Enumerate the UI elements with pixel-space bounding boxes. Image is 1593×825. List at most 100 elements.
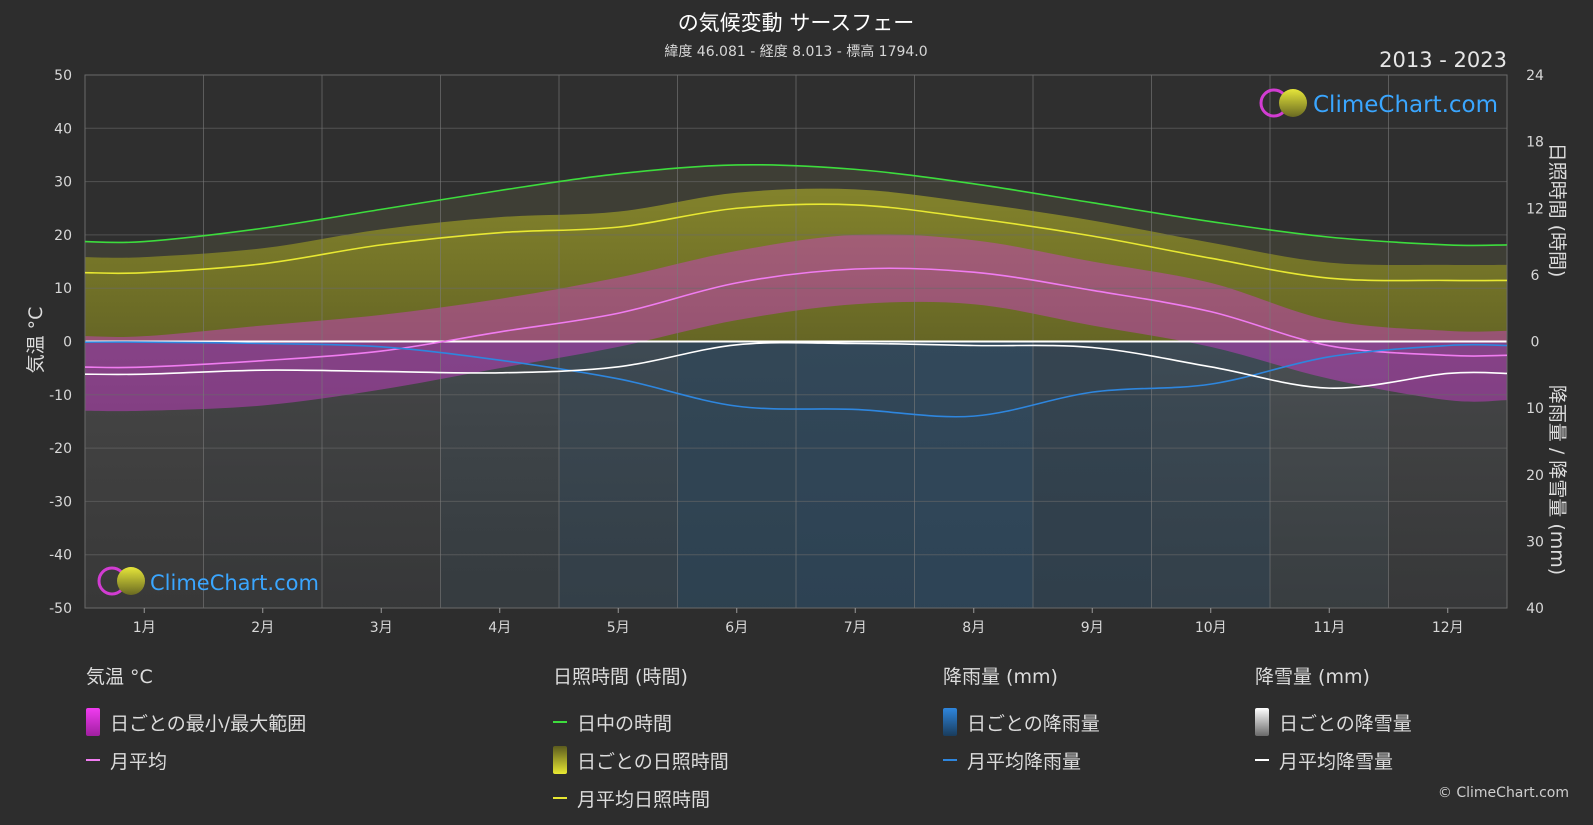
legend-item: 日ごとの降雨量 xyxy=(943,703,1100,741)
sunshine-mean-swatch xyxy=(553,797,567,799)
x-tick-label: 11月 xyxy=(1313,620,1345,636)
legend-sun-title: 日照時間 (時間) xyxy=(553,666,688,688)
legend-rain: 降雨量 (mm) 日ごとの降雨量 月平均降雨量 xyxy=(943,662,1100,779)
y-axis-right-bottom-label: 降雨量 / 降雪量 (mm) xyxy=(1546,385,1568,575)
snow-band xyxy=(322,341,441,608)
rain-band xyxy=(1033,341,1152,608)
rain-band xyxy=(559,341,678,608)
x-tick-label: 2月 xyxy=(251,620,274,636)
logo-sun-icon xyxy=(117,567,145,595)
x-tick-label: 1月 xyxy=(133,620,156,636)
x-tick-label: 4月 xyxy=(488,620,511,636)
rain-band xyxy=(914,341,1033,608)
climate-chart: の気候変動 サースフェー 緯度 46.081 - 経度 8.013 - 標高 1… xyxy=(25,11,1568,636)
legend-rain-title: 降雨量 (mm) xyxy=(943,666,1058,688)
x-tick-label: 6月 xyxy=(725,620,748,636)
x-tick-label: 12月 xyxy=(1432,620,1464,636)
x-tick-label: 3月 xyxy=(370,620,393,636)
y-axis-right-top-label: 日照時間 (時間) xyxy=(1546,143,1568,278)
legend-item: 日中の時間 xyxy=(553,703,729,741)
snow-swatch xyxy=(1255,708,1269,736)
legend-item-label: 日ごとの降雨量 xyxy=(967,712,1100,735)
legend-sun: 日照時間 (時間) 日中の時間 日ごとの日照時間 月平均日照時間 xyxy=(553,662,729,817)
legend-temp: 気温 °C 日ごとの最小/最大範囲 月平均 xyxy=(86,662,306,779)
y-tick-label-left: 10 xyxy=(54,281,72,297)
legend-item-label: 月平均降雪量 xyxy=(1279,750,1394,773)
y-tick-label-left: -50 xyxy=(49,601,72,617)
snow-band xyxy=(203,341,322,608)
snow-band xyxy=(1033,341,1152,608)
legend-item-label: 日ごとの日照時間 xyxy=(577,750,729,773)
x-tick-label: 10月 xyxy=(1195,620,1227,636)
legend-temp-title: 気温 °C xyxy=(86,666,153,688)
brand-logo-bottom: ClimeChart.com xyxy=(97,566,319,596)
temp-range-swatch xyxy=(86,708,100,736)
temp-mean-line xyxy=(84,267,1508,369)
y-tick-label-left: 40 xyxy=(54,121,72,137)
copyright: © ClimeChart.com xyxy=(1437,785,1569,801)
legend-item-label: 日ごとの最小/最大範囲 xyxy=(110,712,307,735)
y-tick-label-left: -10 xyxy=(49,388,72,404)
rain-band xyxy=(796,341,915,608)
legend-item: 月平均降雨量 xyxy=(943,741,1100,779)
legend-snow: 降雪量 (mm) 日ごとの降雪量 月平均降雪量 xyxy=(1255,662,1412,779)
daylight-line xyxy=(84,164,1508,247)
x-tick-label: 7月 xyxy=(844,620,867,636)
snow-mean-swatch xyxy=(1255,759,1269,761)
y-tick-label-left: 20 xyxy=(54,228,72,244)
brand-text-bottom: ClimeChart.com xyxy=(150,571,319,595)
sunshine-swatch xyxy=(553,746,567,774)
legend-item: 日ごとの降雪量 xyxy=(1255,703,1412,741)
sunshine-mean-line xyxy=(84,203,1508,282)
legend-item-label: 月平均日照時間 xyxy=(577,788,711,811)
legend-item: 月平均降雪量 xyxy=(1255,741,1412,779)
y-tick-label-right-bottom: 10 xyxy=(1526,401,1544,417)
y-tick-label-right-bottom: 20 xyxy=(1526,468,1544,484)
snow-band xyxy=(677,341,796,608)
temp-mean-swatch xyxy=(86,759,100,761)
chart-subtitle: 緯度 46.081 - 経度 8.013 - 標高 1794.0 xyxy=(664,43,927,60)
x-tick-label: 5月 xyxy=(607,620,630,636)
year-range: 2013 - 2023 xyxy=(1379,48,1507,72)
y-tick-label-right-top: 12 xyxy=(1526,201,1544,217)
plot-area: 50 40 30 20 10 0 -10 -20 -30 -40 -50 24 18 12 6 0 10 20 30… xyxy=(49,68,1544,636)
legend-item-label: 月平均降雨量 xyxy=(967,750,1082,773)
y-tick-label-left: -40 xyxy=(49,548,72,564)
legend-item-label: 月平均 xyxy=(110,750,168,773)
rain-band xyxy=(677,341,796,608)
y-tick-label-left: 30 xyxy=(54,175,72,191)
y-tick-label-left: 50 xyxy=(54,68,72,84)
snow-band xyxy=(914,341,1033,608)
snow-band xyxy=(440,341,559,608)
y-axis-left-label: 気温 °C xyxy=(25,307,47,374)
legend-item-label: 日ごとの降雪量 xyxy=(1279,712,1412,735)
snow-band xyxy=(796,341,915,608)
rain-swatch xyxy=(943,708,957,736)
x-tick-label: 9月 xyxy=(1081,620,1104,636)
y-tick-label-right-top: 18 xyxy=(1526,135,1544,151)
legend-snow-title: 降雪量 (mm) xyxy=(1255,666,1370,688)
y-tick-label-left: -20 xyxy=(49,441,72,457)
y-tick-label-right-bottom: 30 xyxy=(1526,534,1544,550)
legend-item-label: 日中の時間 xyxy=(577,712,673,735)
chart-title: の気候変動 サースフェー xyxy=(678,11,915,35)
logo-sun-icon xyxy=(1279,89,1307,117)
legend-item: 日ごとの最小/最大範囲 xyxy=(86,703,306,741)
y-tick-label-right-top: 24 xyxy=(1526,68,1544,84)
brand-text-top: ClimeChart.com xyxy=(1313,92,1498,118)
snow-band xyxy=(559,341,678,608)
y-tick-label-left: 0 xyxy=(63,335,72,351)
rain-band xyxy=(1151,341,1270,608)
legend-item: 月平均 xyxy=(86,741,306,779)
y-tick-label-right-top: 0 xyxy=(1531,335,1540,351)
rain-band xyxy=(440,341,559,608)
y-tick-label-right-bottom: 40 xyxy=(1526,601,1544,617)
rain-mean-line xyxy=(84,341,1508,418)
legend-item: 月平均日照時間 xyxy=(553,779,729,817)
snow-mean-line xyxy=(84,341,1508,389)
legend-item: 日ごとの日照時間 xyxy=(553,741,729,779)
snow-band xyxy=(85,341,204,608)
y-tick-label-left: -30 xyxy=(49,494,72,510)
snow-band xyxy=(1151,341,1270,608)
x-tick-label: 8月 xyxy=(962,620,985,636)
